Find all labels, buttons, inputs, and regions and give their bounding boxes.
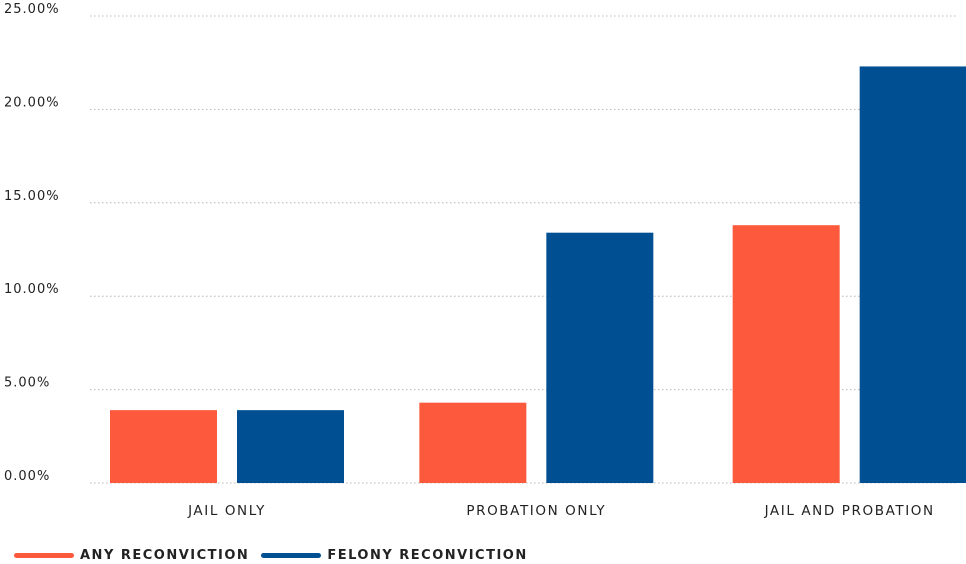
bar-felony-reconviction-jail-only [237, 410, 344, 483]
legend-swatch-any-reconviction [14, 552, 74, 558]
y-tick-label: 25.00% [4, 2, 60, 17]
legend-swatch-felony-reconviction [261, 552, 322, 558]
y-tick-label: 0.00% [4, 469, 50, 484]
x-tick-label: JAIL ONLY [187, 503, 266, 519]
legend-label-felony-reconviction: FELONY RECONVICTION [327, 547, 528, 563]
x-tick-label: PROBATION ONLY [466, 503, 606, 519]
x-axis: JAIL ONLY PROBATION ONLY JAIL AND PROBATIO… [187, 503, 935, 519]
bar-felony-reconviction-jail-and-probation [859, 66, 966, 483]
legend-item-felony-reconviction: FELONY RECONVICTION [261, 548, 527, 563]
x-tick-label: JAIL AND PROBATION [764, 503, 935, 519]
y-tick-label: 20.00% [4, 95, 60, 110]
y-tick-label: 5.00% [4, 376, 50, 391]
legend-item-any-reconviction: ANY RECONVICTION [14, 548, 249, 563]
legend-label-any-reconviction: ANY RECONVICTION [80, 547, 250, 563]
y-tick-label: 10.00% [4, 282, 60, 297]
y-axis: 0.00% 5.00% 10.00% 15.00% 20.00% 25.00% [4, 2, 60, 484]
bar-chart: 0.00% 5.00% 10.00% 15.00% 20.00% 25.00% JAIL … [4, 2, 966, 519]
bars [110, 66, 966, 483]
legend: ANY RECONVICTION FELONY RECONVICTION [14, 546, 540, 564]
bar-any-reconviction-jail-only [110, 410, 217, 483]
y-tick-label: 15.00% [4, 189, 60, 204]
bar-any-reconviction-jail-and-probation [732, 225, 840, 483]
bar-felony-reconviction-probation-only [546, 232, 654, 483]
bar-any-reconviction-probation-only [419, 402, 527, 483]
